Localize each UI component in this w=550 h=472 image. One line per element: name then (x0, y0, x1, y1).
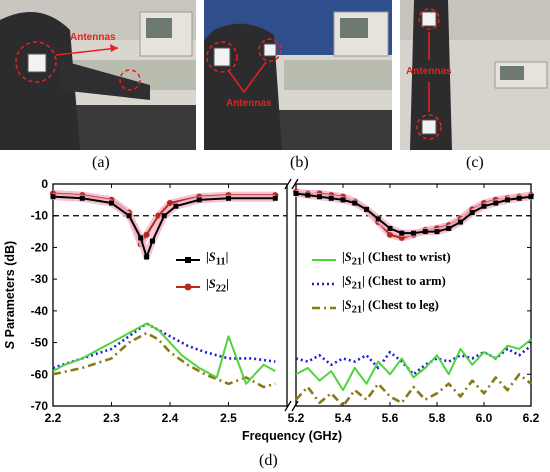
y-tick-label: -70 (31, 399, 49, 413)
s21_leg-series-line-high (295, 372, 532, 408)
axis-break-mark (284, 400, 292, 412)
x-tick-label: 6.2 (523, 411, 540, 425)
s11-point (516, 195, 522, 201)
axis-break-mark (284, 178, 292, 190)
s11-series-line-low (52, 195, 276, 258)
panel-label-a: (a) (92, 154, 110, 171)
photo-chest-to-wrist: Antennas (0, 0, 196, 150)
axis-break-mark (291, 400, 299, 412)
x-tick-label: 2.4 (162, 411, 179, 425)
s11-point (109, 200, 114, 206)
s-parameters-chart: 0 -10 -20 -30 -40 -50 -60 -702.2 2.3 2.4 2.5 5.2 5.4… (3, 177, 540, 443)
s11-point (364, 206, 369, 212)
panel-label-d: (d) (259, 452, 278, 469)
y-axis-label: S Parameters (dB) (3, 241, 17, 349)
panel-label-b: (b) (290, 154, 309, 171)
y-tick-label: -10 (31, 209, 49, 223)
panel-label-c: (c) (466, 154, 484, 171)
legend-label-s11: |S11| (206, 250, 228, 268)
photo-b-illustration: Antennas (204, 0, 392, 150)
x-tick-label: 6.0 (476, 411, 493, 425)
axis-break-mark (291, 178, 299, 190)
y-tick-label: -40 (31, 304, 49, 318)
legend-label-s21_leg: |S21| (Chest to leg) (342, 298, 439, 316)
s21_arm-series-line-low (52, 322, 276, 370)
s11-point (493, 200, 499, 206)
s11-point (196, 197, 202, 203)
photo-a-annotation: Antennas (70, 32, 116, 43)
photo-c-annotation: Antennas (406, 66, 452, 77)
y-tick-label: -60 (31, 367, 49, 381)
s11-point (305, 192, 311, 198)
s11-point (387, 225, 393, 231)
s11-point (446, 225, 452, 231)
y-tick-label: 0 (41, 177, 48, 191)
s11-point (352, 200, 358, 206)
s11-point (173, 203, 179, 209)
s11-point (375, 216, 381, 222)
s21_leg-series-line-low (52, 331, 276, 389)
s11-point (144, 254, 150, 260)
s11-point (328, 195, 334, 201)
x-tick-label: 5.6 (382, 411, 399, 425)
y-tick-label: -20 (31, 240, 49, 254)
photo-chest-to-leg: Antennas (400, 0, 550, 150)
s11-point (149, 238, 155, 244)
s11-point (126, 213, 132, 219)
photo-c-illustration: Antennas (400, 0, 550, 150)
legend-marker-s11 (185, 257, 191, 263)
s22-point (167, 200, 173, 207)
legend-label-s22: |S22| (206, 277, 229, 295)
s22-point (143, 231, 150, 238)
s11-point (317, 194, 322, 200)
legend-marker-s22 (184, 283, 192, 291)
x-tick-label: 2.3 (103, 411, 120, 425)
x-tick-label: 2.2 (45, 411, 62, 425)
s11-point (528, 194, 534, 200)
photo-a-illustration: Antennas (0, 0, 196, 150)
x-tick-label: 5.2 (288, 411, 305, 425)
y-tick-label: -50 (31, 336, 49, 350)
s11-point (340, 197, 346, 203)
s11-point (138, 235, 144, 241)
photo-b-annotation: Antennas (226, 98, 272, 109)
s21_arm-series-line-high (295, 344, 532, 376)
s11-point (458, 219, 463, 225)
s11-point (161, 213, 167, 219)
s11-point (272, 195, 278, 201)
s11-point (50, 194, 56, 200)
s11-point (399, 230, 405, 236)
y-tick-label: -30 (31, 272, 49, 286)
s11-point (293, 191, 299, 197)
legend-label-s21_wrist: |S21| (Chest to wrist) (342, 250, 451, 268)
legend-label-s21_arm: |S21| (Chest to arm) (342, 274, 446, 292)
s11-point (411, 230, 416, 236)
s11-point (481, 203, 487, 209)
s11-point (79, 195, 85, 201)
x-tick-label: 5.4 (335, 411, 352, 425)
x-tick-label: 2.5 (220, 411, 237, 425)
s21_wrist-series-line-low (52, 322, 276, 385)
s11-point (226, 195, 231, 201)
x-axis-label: Frequency (GHz) (242, 429, 342, 443)
x-tick-label: 5.8 (429, 411, 446, 425)
s11-point (505, 197, 510, 203)
s11-point (434, 229, 440, 235)
plot-frame-segment-2 (295, 183, 532, 407)
s22-point (387, 231, 393, 238)
s11-point (469, 210, 475, 216)
s21_wrist-series-line-high (295, 338, 532, 392)
s11-point (422, 229, 428, 235)
photo-chest-to-arm: Antennas (204, 0, 392, 150)
